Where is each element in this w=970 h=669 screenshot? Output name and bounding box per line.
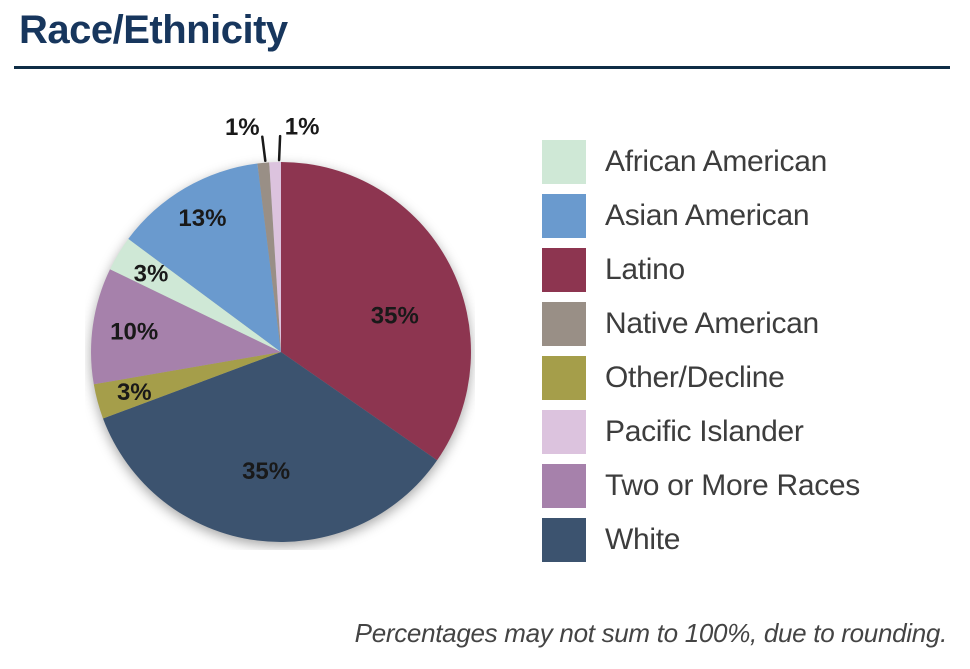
legend-label: Latino <box>605 253 685 286</box>
pie-slice-pacific-islander <box>269 162 281 352</box>
pie-slices <box>91 162 471 543</box>
legend-swatch <box>542 248 586 292</box>
legend-label: African American <box>605 145 827 178</box>
pie-slice-label: 1% <box>285 114 320 141</box>
legend-label: Native American <box>605 307 819 340</box>
legend-item-latino: Latino <box>542 248 860 292</box>
leader-line <box>277 134 282 162</box>
legend-item-native-american: Native American <box>542 302 860 346</box>
footnote: Percentages may not sum to 100%, due to … <box>354 618 948 648</box>
legend-swatch <box>542 302 586 346</box>
title-rule <box>14 66 950 69</box>
legend-swatch <box>542 140 586 184</box>
pie-slice-latino <box>281 162 471 461</box>
pie-slice-label: 3% <box>117 379 152 406</box>
pie-slice-label: 10% <box>110 319 158 346</box>
legend: African American Asian American Latino Nati… <box>542 140 860 562</box>
legend-item-asian-american: Asian American <box>542 194 860 238</box>
legend-swatch <box>542 410 586 454</box>
legend-swatch <box>542 194 586 238</box>
pie-slice-label: 3% <box>134 261 169 288</box>
legend-swatch <box>542 518 586 562</box>
pie-slice-asian-american <box>128 163 281 352</box>
pie-chart-area: 35% 35% 3% 10% 3% 13% 1% 1% <box>85 105 475 550</box>
pie-slice-label: 13% <box>178 205 226 232</box>
legend-label: Two or More Races <box>605 469 860 502</box>
pie-slice-label: 1% <box>225 114 260 141</box>
pie-slice-label: 35% <box>371 302 419 329</box>
pie-labels: 35% 35% 3% 10% 3% 13% 1% 1% <box>110 114 419 486</box>
legend-swatch <box>542 356 586 400</box>
legend-label: Asian American <box>605 199 810 232</box>
pie-slice-other-decline <box>93 352 281 419</box>
legend-item-white: White <box>542 518 860 562</box>
legend-label: Pacific Islander <box>605 415 804 448</box>
legend-swatch <box>542 464 586 508</box>
page-title: Race/Ethnicity <box>19 8 288 52</box>
pie-slice-native-american <box>257 162 281 352</box>
leader-line <box>261 135 267 163</box>
pie-slice-two-or-more-races <box>91 269 281 385</box>
legend-item-african-american: African American <box>542 140 860 184</box>
legend-item-pacific-islander: Pacific Islander <box>542 410 860 454</box>
legend-item-two-or-more-races: Two or More Races <box>542 464 860 508</box>
legend-label: White <box>605 523 681 556</box>
pie-slice-white <box>103 352 438 543</box>
pie-chart: 35% 35% 3% 10% 3% 13% 1% 1% <box>91 114 471 543</box>
legend-item-other-decline: Other/Decline <box>542 356 860 400</box>
legend-label: Other/Decline <box>605 361 785 394</box>
pie-slice-label: 35% <box>242 458 290 485</box>
pie-slice-african-american <box>110 238 281 352</box>
